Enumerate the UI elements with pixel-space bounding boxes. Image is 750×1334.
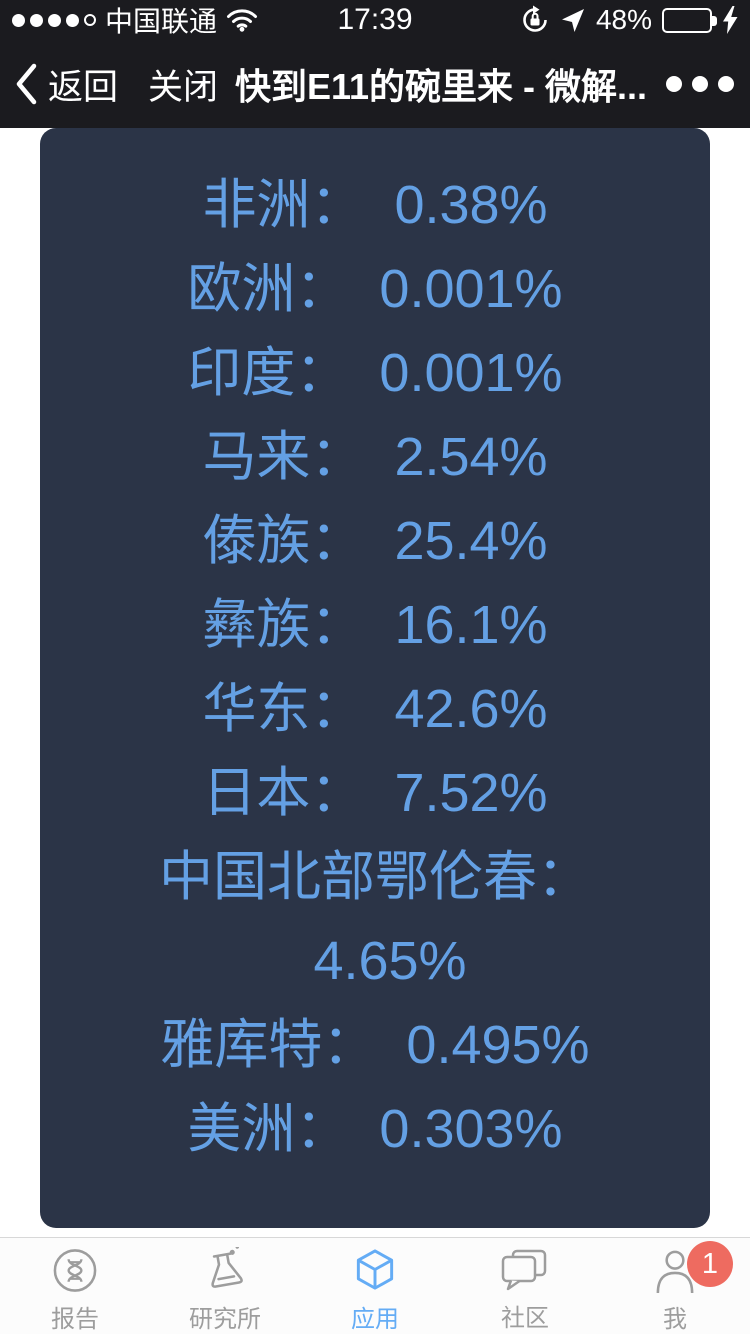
carrier-label: 中国联通	[105, 6, 218, 37]
ancestry-label: 非洲：	[202, 175, 365, 235]
charging-bolt-icon	[723, 6, 738, 34]
nav-left: 返回 关闭	[14, 59, 218, 110]
back-button[interactable]: 返回	[48, 67, 119, 107]
ancestry-label: 雅库特：	[160, 1015, 377, 1075]
orientation-lock-icon	[523, 5, 547, 32]
time-label: 17:39	[337, 3, 413, 36]
tab-bar: 报告 研究所 应用	[0, 1237, 750, 1334]
ancestry-row: 美洲： 0.303%	[95, 1087, 655, 1171]
ancestry-value: 4.65%	[313, 931, 467, 991]
ancestry-label: 中国北部鄂伦春：	[159, 847, 591, 907]
battery-icon	[662, 7, 717, 33]
status-bar-left: 中国联通	[12, 0, 258, 40]
ancestry-value: 0.495%	[406, 1015, 590, 1075]
tab-label: 应用	[351, 1306, 399, 1333]
ancestry-row: 欧洲： 0.001%	[95, 247, 655, 331]
dna-report-icon	[53, 1249, 97, 1292]
signal-dots	[12, 13, 96, 27]
status-bar-right: 48%	[520, 4, 738, 36]
ancestry-value: 0.001%	[379, 259, 563, 319]
signal-dot	[84, 14, 96, 26]
ancestry-label: 日本：	[202, 763, 365, 823]
tab-report[interactable]: 报告	[0, 1238, 150, 1334]
ancestry-label: 欧洲：	[187, 259, 350, 319]
tab-label: 研究所	[189, 1306, 261, 1333]
flask-icon	[211, 1247, 243, 1288]
tab-label: 社区	[501, 1305, 549, 1332]
ancestry-value: 25.4%	[394, 511, 548, 571]
close-button[interactable]: 关闭	[148, 67, 219, 107]
tab-apps[interactable]: 应用	[300, 1238, 450, 1334]
wifi-icon	[227, 9, 258, 32]
status-bar: 中国联通 17:39 48%	[0, 0, 750, 40]
ancestry-label: 马来：	[202, 427, 365, 487]
ancestry-row: 傣族： 25.4%	[95, 499, 655, 583]
tab-label: 我	[663, 1306, 687, 1333]
battery-percent-label: 48%	[595, 4, 652, 35]
chat-icon	[501, 1249, 547, 1291]
tab-community[interactable]: 社区	[450, 1238, 600, 1334]
signal-dot	[66, 13, 79, 27]
battery-tip	[712, 15, 717, 26]
tab-research[interactable]: 研究所	[150, 1238, 300, 1334]
back-chevron-icon[interactable]	[14, 62, 38, 106]
ancestry-value: 7.52%	[394, 763, 548, 823]
ancestry-row: 马来： 2.54%	[95, 415, 655, 499]
ancestry-row: 彝族： 16.1%	[95, 583, 655, 667]
signal-dot	[30, 13, 43, 27]
ancestry-value: 0.38%	[394, 175, 548, 235]
ancestry-row: 非洲： 0.38%	[95, 163, 655, 247]
notification-badge: 1	[687, 1241, 733, 1287]
ancestry-label: 印度：	[187, 343, 350, 403]
location-arrow-icon	[561, 9, 584, 32]
ancestry-list: 非洲： 0.38% 欧洲： 0.001% 印度： 0.001% 马来： 2.54% 傣族： 25.…	[95, 163, 655, 1171]
page-title: 快到E11的碗里来 - 微解...	[234, 66, 648, 107]
ancestry-row: 日本： 7.52%	[95, 751, 655, 835]
ancestry-card: 非洲： 0.38% 欧洲： 0.001% 印度： 0.001% 马来： 2.54% 傣族： 25.…	[40, 128, 710, 1228]
tab-me[interactable]: 我 1	[600, 1238, 750, 1334]
signal-dot	[48, 13, 61, 27]
ancestry-value: 42.6%	[394, 679, 548, 739]
ancestry-row: 华东： 42.6%	[95, 667, 655, 751]
tab-label: 报告	[51, 1306, 99, 1333]
signal-dot	[12, 13, 25, 27]
ancestry-label: 美洲：	[187, 1099, 350, 1159]
ancestry-row: 中国北部鄂伦春： 4.65%	[95, 835, 655, 1003]
nav-bar: 返回 关闭 快到E11的碗里来 - 微解...	[0, 40, 750, 128]
webview-content: 非洲： 0.38% 欧洲： 0.001% 印度： 0.001% 马来： 2.54% 傣族： 25.…	[0, 128, 750, 1237]
cube-icon	[356, 1249, 394, 1290]
ancestry-value: 2.54%	[394, 427, 548, 487]
ancestry-label: 华东：	[202, 679, 365, 739]
ancestry-label: 彝族：	[202, 595, 365, 655]
ancestry-row: 雅库特： 0.495%	[95, 1003, 655, 1087]
ancestry-value: 0.001%	[379, 343, 563, 403]
person-icon	[656, 1250, 694, 1294]
ancestry-value: 16.1%	[394, 595, 548, 655]
ancestry-value: 0.303%	[379, 1099, 563, 1159]
ancestry-row: 印度： 0.001%	[95, 331, 655, 415]
ancestry-label: 傣族：	[202, 511, 365, 571]
more-dots-icon[interactable]	[664, 66, 736, 102]
